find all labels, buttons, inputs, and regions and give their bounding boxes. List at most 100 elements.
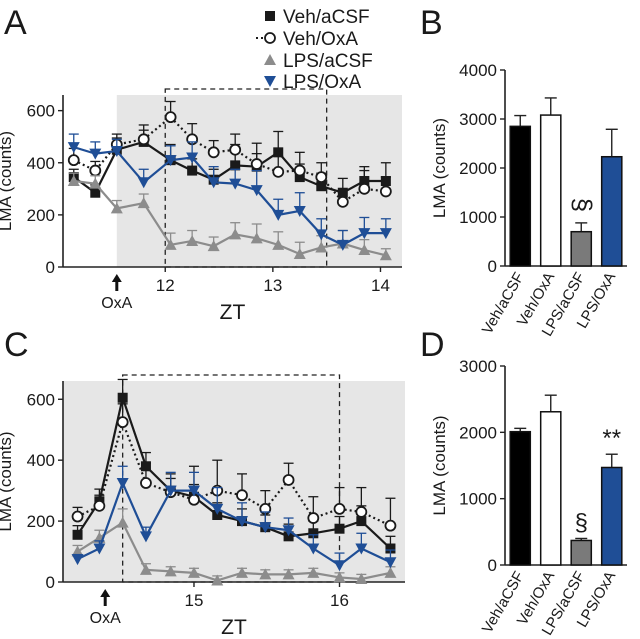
data-point: [137, 133, 150, 146]
data-point: [236, 489, 248, 502]
oxa-annotation: OxA: [90, 610, 121, 627]
x-tick-label: 15: [185, 591, 204, 610]
data-point: [385, 543, 396, 554]
oxa-arrow-head: [100, 589, 111, 597]
panel-label-d: D: [420, 326, 445, 364]
data-point: [186, 152, 199, 164]
data-point: [259, 522, 272, 534]
data-point: [164, 155, 177, 167]
y-axis-title: LMA (counts): [0, 131, 15, 231]
panel-c-chart: 0 200 400 600 15 16 ZT LMA (counts) OxA: [0, 374, 405, 639]
data-point: [293, 247, 306, 259]
data-point: [333, 503, 346, 515]
y-tick-label: 2000: [459, 423, 497, 442]
data-point: [117, 392, 128, 403]
panel-a-chart: 0 200 400 600 12 13 14 ZT LMA (counts) OxA: [0, 88, 403, 324]
x-axis-title: ZT: [221, 616, 247, 639]
data-point: [315, 171, 328, 183]
data-point: [333, 571, 346, 583]
data-point: [139, 531, 152, 543]
y-tick-label: 600: [27, 390, 55, 409]
legend-label: LPS/aCSF: [283, 51, 373, 72]
data-point: [379, 185, 392, 198]
data-point: [334, 523, 345, 534]
data-point: [315, 241, 328, 253]
data-point: [110, 202, 123, 214]
y-tick-label: 400: [27, 451, 55, 470]
data-point: [207, 177, 220, 189]
data-point: [333, 560, 346, 572]
panel-label-b: B: [420, 4, 443, 42]
panel-label-c: C: [4, 326, 29, 364]
data-point: [211, 574, 224, 586]
y-axis-title: LMA (counts): [0, 431, 15, 531]
y-tick-label: 0: [488, 257, 497, 276]
data-point: [207, 240, 220, 252]
data-point: [250, 158, 263, 170]
bar-veh-acsf: [509, 125, 532, 267]
significance-mark: **: [602, 425, 621, 452]
data-point: [236, 566, 249, 578]
data-point: [379, 228, 392, 240]
bar-veh-oxa: [539, 411, 562, 566]
significance-mark: §: [575, 509, 588, 536]
y-tick-label: 1000: [459, 490, 497, 509]
data-point: [139, 563, 152, 575]
y-tick-label: 1000: [459, 208, 497, 227]
data-point: [355, 506, 368, 518]
data-point: [89, 164, 102, 177]
category-label: Veh/aCSF: [479, 270, 528, 338]
data-point: [229, 178, 242, 190]
data-point: [250, 232, 263, 244]
data-point: [250, 185, 263, 197]
data-point: [164, 238, 177, 250]
data-point: [355, 572, 368, 584]
data-point: [164, 111, 177, 124]
series-lps-acsf: [67, 172, 392, 261]
data-point: [89, 177, 102, 189]
data-point: [384, 519, 397, 532]
data-point: [356, 516, 367, 527]
oxa-annotation: OxA: [101, 295, 132, 312]
data-point: [229, 228, 242, 240]
panel-label-a: A: [4, 4, 27, 42]
y-tick-label: 3000: [459, 110, 497, 129]
data-point: [71, 554, 84, 566]
series-veh-oxa: [67, 100, 392, 208]
data-point: [230, 160, 241, 171]
y-tick-label: 0: [488, 556, 497, 575]
x-tick-label: 16: [330, 591, 349, 610]
significance-mark: §: [567, 198, 597, 212]
data-point: [358, 244, 371, 256]
data-point: [164, 565, 177, 577]
data-point: [116, 478, 129, 490]
category-label: Veh/aCSF: [479, 569, 528, 637]
data-point: [116, 516, 129, 528]
analysis-window-box: [164, 88, 328, 268]
legend-marker: [264, 54, 276, 65]
data-point: [384, 557, 397, 569]
data-point: [207, 146, 220, 159]
legend-marker: [264, 76, 276, 87]
data-point: [164, 485, 177, 497]
data-point: [110, 146, 123, 158]
series-lps-oxa: [67, 133, 392, 251]
y-tick-label: 200: [27, 206, 55, 225]
data-point: [229, 143, 242, 156]
data-point: [315, 229, 328, 241]
data-point: [90, 187, 101, 198]
data-point: [307, 512, 320, 524]
data-point: [67, 142, 80, 154]
data-point: [379, 249, 392, 261]
legend-label: Veh/aCSF: [283, 7, 370, 28]
data-point: [272, 209, 285, 221]
data-point: [186, 234, 199, 246]
legend-marker: [264, 32, 276, 44]
data-point: [273, 147, 284, 158]
data-point: [384, 566, 397, 578]
y-tick-label: 4000: [459, 61, 497, 80]
data-point: [316, 181, 327, 192]
x-axis-title: ZT: [220, 301, 246, 324]
y-axis-title: LMA (counts): [430, 415, 449, 515]
